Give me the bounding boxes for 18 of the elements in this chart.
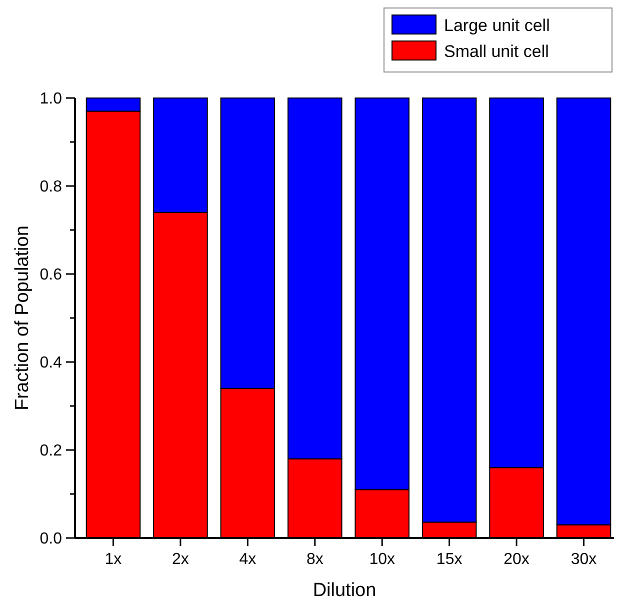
y-tick-label: 0.6 (40, 266, 62, 284)
x-tick-label: 2x (172, 551, 189, 568)
x-tick-label: 30x (570, 551, 597, 568)
legend-label: Small unit cell (444, 42, 549, 61)
x-tick-label: 20x (504, 551, 530, 568)
x-tick-label: 1x (104, 551, 122, 568)
y-tick-label: 0.2 (40, 442, 62, 460)
y-axis-title: Fraction of Population (12, 226, 33, 410)
y-tick-label: 0.0 (40, 530, 62, 548)
y-tick-label: 0.4 (40, 354, 62, 372)
x-tick-label: 4x (239, 551, 256, 568)
legend-label: Large unit cell (444, 16, 550, 35)
x-tick-label: 8x (306, 551, 324, 568)
x-tick-label: 15x (436, 551, 462, 568)
x-axis-title: Dilution (312, 580, 376, 601)
y-tick-label: 0.8 (40, 178, 62, 196)
x-tick-label: 10x (369, 551, 396, 568)
y-tick-label: 1.0 (40, 90, 62, 108)
